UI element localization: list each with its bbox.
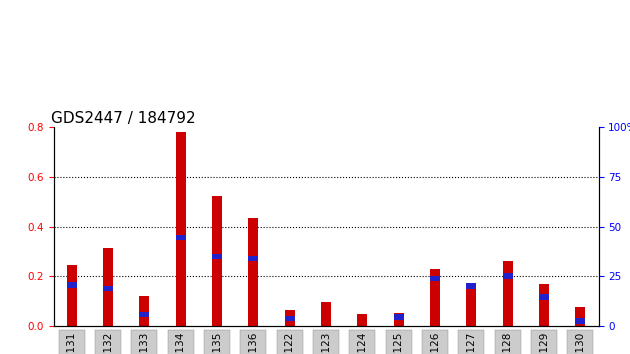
Text: GSM144130: GSM144130 (575, 332, 585, 354)
Text: GSM144128: GSM144128 (503, 332, 513, 354)
Bar (575, 307, 585, 326)
Text: GDS2447 / 184792: GDS2447 / 184792 (51, 111, 195, 126)
Text: GSM144135: GSM144135 (212, 332, 222, 354)
FancyBboxPatch shape (567, 330, 593, 354)
FancyBboxPatch shape (386, 330, 412, 354)
Bar (248, 256, 258, 262)
FancyBboxPatch shape (495, 330, 521, 354)
FancyBboxPatch shape (313, 330, 339, 354)
Text: GSM144126: GSM144126 (430, 332, 440, 354)
Text: GSM144123: GSM144123 (321, 332, 331, 354)
Bar (103, 286, 113, 291)
Bar (503, 261, 513, 326)
Bar (321, 302, 331, 326)
Text: GSM144133: GSM144133 (139, 332, 149, 354)
FancyBboxPatch shape (240, 330, 266, 354)
Bar (466, 287, 476, 326)
Bar (285, 316, 295, 321)
FancyBboxPatch shape (349, 330, 375, 354)
Bar (248, 218, 258, 326)
Bar (139, 296, 149, 326)
Text: GSM144122: GSM144122 (285, 332, 295, 354)
Bar (67, 265, 77, 326)
Text: GSM144136: GSM144136 (248, 332, 258, 354)
Bar (67, 282, 77, 287)
Bar (357, 314, 367, 326)
Bar (103, 248, 113, 326)
Bar (466, 283, 476, 289)
Bar (394, 313, 404, 326)
Text: GSM144125: GSM144125 (394, 332, 404, 354)
Bar (285, 310, 295, 326)
Text: GSM144124: GSM144124 (357, 332, 367, 354)
Bar (212, 195, 222, 326)
FancyBboxPatch shape (168, 330, 194, 354)
FancyBboxPatch shape (531, 330, 557, 354)
Bar (575, 319, 585, 324)
Bar (430, 276, 440, 281)
Text: GSM144132: GSM144132 (103, 332, 113, 354)
Bar (394, 314, 404, 320)
Bar (176, 235, 186, 240)
Text: GSM144131: GSM144131 (67, 332, 77, 354)
Bar (176, 132, 186, 326)
Text: GSM144129: GSM144129 (539, 332, 549, 354)
FancyBboxPatch shape (59, 330, 85, 354)
FancyBboxPatch shape (458, 330, 484, 354)
FancyBboxPatch shape (277, 330, 303, 354)
Bar (212, 253, 222, 259)
Text: GSM144134: GSM144134 (176, 332, 186, 354)
Bar (430, 269, 440, 326)
Bar (139, 312, 149, 317)
FancyBboxPatch shape (422, 330, 448, 354)
FancyBboxPatch shape (204, 330, 230, 354)
FancyBboxPatch shape (95, 330, 121, 354)
FancyBboxPatch shape (131, 330, 158, 354)
Text: GSM144127: GSM144127 (466, 332, 476, 354)
Bar (539, 295, 549, 300)
Bar (503, 273, 513, 279)
Bar (539, 284, 549, 326)
